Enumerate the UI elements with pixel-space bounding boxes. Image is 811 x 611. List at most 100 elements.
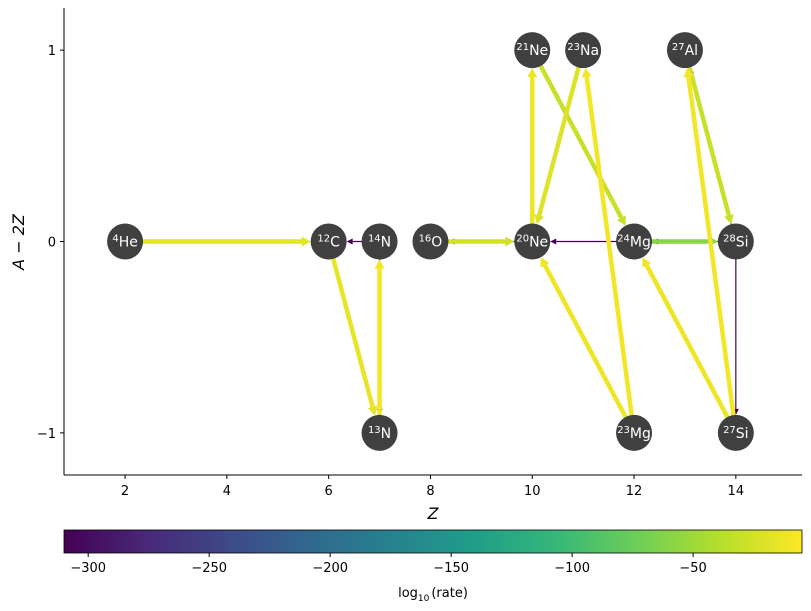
- x-tick-label: 8: [426, 484, 434, 499]
- rate-link-shaft: [686, 76, 736, 418]
- nuclide-node: 27Al: [666, 32, 703, 69]
- rate-link-arrowhead: [527, 68, 538, 78]
- nuclide-label: 14N: [368, 234, 391, 251]
- colorbar-tick-label: −250: [191, 561, 227, 576]
- nuclide-label: 12C: [317, 234, 340, 251]
- rate-link-arrowhead: [616, 215, 626, 226]
- nuclide-node-circle: [107, 223, 144, 260]
- nuclide-nodes: 4He 12C 14N 16O 20Ne 24Mg 28Si 21Ne 23Na 27Al 13N 2…: [107, 32, 754, 451]
- x-tick-label: 4: [223, 484, 231, 499]
- colorbar-tick-label: −300: [70, 561, 106, 576]
- nuclide-node: 23Na: [565, 32, 602, 69]
- x-tick-label: 6: [325, 484, 333, 499]
- rate-link-arrowhead: [301, 236, 311, 247]
- x-axis-label: Z: [427, 504, 440, 523]
- nuclide-label: 27Si: [723, 425, 749, 442]
- rate-link-arrowhead: [683, 67, 694, 78]
- rate-link-shaft: [644, 264, 731, 420]
- rate-link: [534, 64, 582, 225]
- nuclide-node-circle: [717, 223, 754, 260]
- rate-link-shaft: [686, 64, 732, 216]
- rate-link-arrowhead: [724, 214, 734, 225]
- rate-link: [330, 256, 378, 416]
- rate-link-arrowhead: [642, 257, 652, 268]
- nuclide-node: 27Si: [717, 414, 754, 451]
- rate-link-shaft: [537, 64, 582, 216]
- colorbar-gradient: [63, 529, 803, 554]
- nuclide-label: 24Mg: [617, 234, 651, 251]
- rate-link-arrowhead: [505, 236, 515, 247]
- nuclide-node-circle: [717, 414, 754, 451]
- nuclide-label: 28Si: [723, 234, 749, 251]
- nuclide-node-circle: [514, 32, 551, 69]
- nuclide-node-circle: [565, 32, 602, 69]
- colorbar-tick-label: −150: [433, 561, 469, 576]
- rate-link: [642, 257, 731, 420]
- nuclide-node-circle: [361, 223, 398, 260]
- nuclide-label: 23Na: [567, 42, 599, 59]
- nuclide-node-circle: [361, 414, 398, 451]
- rate-link-shaft: [542, 264, 629, 420]
- rate-link-shaft: [330, 256, 375, 408]
- nuclide-node: 21Ne: [514, 32, 551, 69]
- nuclide-label: 27Al: [672, 42, 698, 59]
- nuclide-node-circle: [616, 223, 653, 260]
- nuclide-node-circle: [310, 223, 347, 260]
- rate-link-shaft: [584, 76, 635, 418]
- rate-link-arrowhead: [367, 405, 378, 416]
- plot-axes: 2 4 6 8 10 12 14 −1 0 1: [37, 8, 802, 499]
- nuclide-node-circle: [666, 32, 703, 69]
- rate-link-arrowhead: [346, 238, 353, 245]
- colorbar-label: log10 (rate): [398, 586, 468, 604]
- rate-link: [686, 64, 734, 225]
- nuclide-node: 12C: [310, 223, 347, 260]
- x-tick-label: 14: [728, 484, 745, 499]
- rate-link-arrowhead: [374, 259, 385, 269]
- nuclide-label: 4He: [112, 234, 138, 251]
- x-tick-label: 12: [626, 484, 643, 499]
- rate-link: [446, 236, 515, 247]
- colorbar-tick-label: −50: [679, 561, 706, 576]
- rate-link: [141, 236, 311, 247]
- nuclide-node: 23Mg: [616, 414, 653, 451]
- nuclide-node: 4He: [107, 223, 144, 260]
- nuclide-node-circle: [412, 223, 449, 260]
- nuclide-node: 14N: [361, 223, 398, 260]
- rate-link: [527, 68, 538, 226]
- nuclide-node: 13N: [361, 414, 398, 451]
- nuclide-node-circle: [616, 414, 653, 451]
- nuclide-node-circle: [514, 223, 551, 260]
- y-tick-label: 0: [48, 236, 56, 251]
- rate-link-arrowhead: [540, 257, 550, 268]
- colorbar-tick-label: −100: [554, 561, 590, 576]
- rate-link-arrowhead: [534, 214, 545, 225]
- colorbar-ticks: −300 −250 −200 −150 −100 −50: [70, 553, 707, 576]
- rate-link: [537, 63, 626, 226]
- nuclide-node: 20Ne: [514, 223, 551, 260]
- x-tick-label: 10: [524, 484, 541, 499]
- nuclide-node: 16O: [412, 223, 449, 260]
- rate-link: [683, 67, 736, 418]
- nuclide-label: 23Mg: [617, 425, 651, 442]
- axis-labels: Z A − 2Z: [9, 213, 440, 523]
- y-axis-label: A − 2Z: [9, 213, 28, 271]
- rate-link: [732, 257, 739, 415]
- rate-link: [346, 238, 364, 245]
- rate-link: [374, 259, 385, 417]
- colorbar: −300 −250 −200 −150 −100 −50 log10 (rate): [63, 529, 803, 604]
- nuclide-label: 16O: [419, 234, 443, 251]
- rate-link-arrowhead: [550, 238, 557, 245]
- nuclide-label: 13N: [368, 425, 391, 442]
- colorbar-tick-label: −200: [312, 561, 348, 576]
- rate-link: [581, 67, 635, 418]
- x-tick-label: 2: [121, 484, 129, 499]
- nuclide-node: 24Mg: [616, 223, 653, 260]
- y-tick-label: 1: [48, 44, 56, 59]
- rate-link: [540, 257, 629, 420]
- nuclide-label: 21Ne: [516, 42, 548, 59]
- nuclide-node: 28Si: [717, 223, 754, 260]
- rate-link-shaft: [537, 63, 624, 219]
- nuclide-label: 20Ne: [516, 234, 548, 251]
- rate-link-arrowhead: [581, 67, 592, 78]
